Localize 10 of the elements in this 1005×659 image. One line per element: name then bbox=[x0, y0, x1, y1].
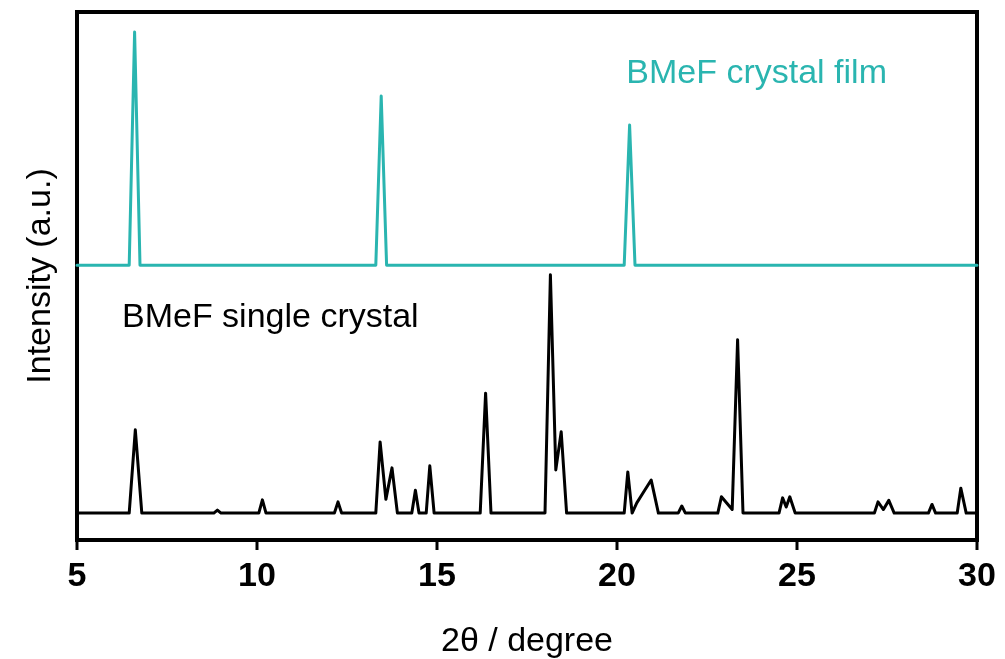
text: BMeF single crystal bbox=[122, 295, 419, 334]
y-axis-title: Intensity (a.u.) bbox=[19, 168, 57, 384]
x-tick-label: 20 bbox=[598, 555, 636, 593]
x-tick-label: 5 bbox=[67, 555, 87, 593]
series-label: BMeF crystal film bbox=[626, 51, 887, 90]
x-tick-label: 15 bbox=[418, 555, 456, 593]
x-tick-label: 25 bbox=[778, 555, 816, 593]
x-tick-label: 10 bbox=[238, 555, 276, 593]
x-tick-label: 30 bbox=[958, 555, 996, 593]
x-axis-title: 2θ / degree bbox=[440, 620, 614, 658]
